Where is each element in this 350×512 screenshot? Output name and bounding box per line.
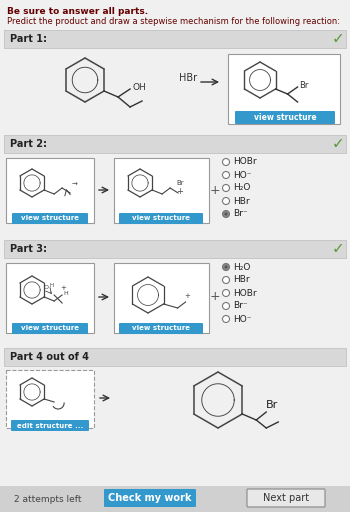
- Text: 2 attempts left: 2 attempts left: [14, 495, 82, 503]
- Text: +: +: [176, 187, 183, 196]
- Text: Predict the product and draw a stepwise mechanism for the following reaction:: Predict the product and draw a stepwise …: [7, 17, 340, 26]
- Text: view structure: view structure: [132, 216, 190, 222]
- Text: view structure: view structure: [254, 113, 316, 122]
- FancyBboxPatch shape: [6, 263, 94, 333]
- Text: Next part: Next part: [263, 493, 309, 503]
- Text: H₂O: H₂O: [233, 263, 250, 271]
- Text: HO⁻: HO⁻: [233, 314, 252, 324]
- FancyBboxPatch shape: [0, 486, 350, 512]
- Circle shape: [224, 212, 228, 216]
- Circle shape: [224, 266, 228, 268]
- Text: Part 1:: Part 1:: [10, 34, 47, 44]
- Text: Part 2:: Part 2:: [10, 139, 47, 149]
- FancyBboxPatch shape: [247, 489, 325, 507]
- Text: HBr: HBr: [233, 275, 250, 285]
- Text: →: →: [72, 182, 78, 188]
- Text: Br⁻: Br⁻: [233, 302, 248, 310]
- FancyBboxPatch shape: [104, 489, 196, 507]
- Text: HBr: HBr: [179, 73, 197, 83]
- Text: Part 4 out of 4: Part 4 out of 4: [10, 352, 89, 362]
- Circle shape: [223, 264, 230, 270]
- FancyBboxPatch shape: [119, 213, 203, 224]
- Text: Br⁻: Br⁻: [233, 209, 248, 219]
- Circle shape: [223, 276, 230, 284]
- Circle shape: [223, 210, 230, 218]
- Text: HOBr: HOBr: [233, 158, 257, 166]
- Circle shape: [223, 184, 230, 191]
- FancyBboxPatch shape: [12, 323, 88, 334]
- FancyBboxPatch shape: [11, 420, 89, 431]
- Text: Br: Br: [266, 400, 279, 410]
- Text: HOBr: HOBr: [233, 288, 257, 297]
- FancyBboxPatch shape: [4, 348, 346, 366]
- Text: +: +: [60, 285, 66, 291]
- Circle shape: [223, 315, 230, 323]
- FancyBboxPatch shape: [235, 111, 335, 124]
- Text: ✓: ✓: [332, 242, 344, 257]
- Text: Be sure to answer all parts.: Be sure to answer all parts.: [7, 7, 148, 16]
- Circle shape: [223, 159, 230, 165]
- Text: H₂O: H₂O: [233, 183, 250, 193]
- Circle shape: [223, 172, 230, 179]
- FancyBboxPatch shape: [4, 30, 346, 48]
- Text: view structure: view structure: [21, 326, 79, 331]
- Text: view structure: view structure: [21, 216, 79, 222]
- Text: H: H: [49, 283, 53, 288]
- Circle shape: [223, 303, 230, 309]
- FancyBboxPatch shape: [114, 263, 209, 333]
- FancyBboxPatch shape: [119, 323, 203, 334]
- Text: Br: Br: [300, 80, 309, 90]
- Text: ✓: ✓: [332, 137, 344, 152]
- FancyBboxPatch shape: [6, 158, 94, 223]
- Text: ✓: ✓: [332, 32, 344, 47]
- FancyBboxPatch shape: [12, 213, 88, 224]
- Text: H: H: [63, 291, 68, 296]
- Text: Br: Br: [176, 180, 184, 186]
- Text: OH: OH: [132, 82, 146, 92]
- FancyBboxPatch shape: [6, 370, 94, 428]
- Text: Check my work: Check my work: [108, 493, 192, 503]
- Text: HBr: HBr: [233, 197, 250, 205]
- Text: +: +: [210, 183, 220, 197]
- Circle shape: [223, 289, 230, 296]
- FancyBboxPatch shape: [114, 158, 209, 223]
- Circle shape: [223, 198, 230, 204]
- Text: edit structure ...: edit structure ...: [17, 422, 83, 429]
- FancyBboxPatch shape: [4, 135, 346, 153]
- Text: +: +: [184, 293, 190, 299]
- Text: Part 3:: Part 3:: [10, 244, 47, 254]
- FancyBboxPatch shape: [4, 240, 346, 258]
- Text: O: O: [44, 285, 49, 290]
- FancyBboxPatch shape: [228, 54, 340, 124]
- Text: +: +: [210, 290, 220, 304]
- Text: view structure: view structure: [132, 326, 190, 331]
- Text: HO⁻: HO⁻: [233, 170, 252, 180]
